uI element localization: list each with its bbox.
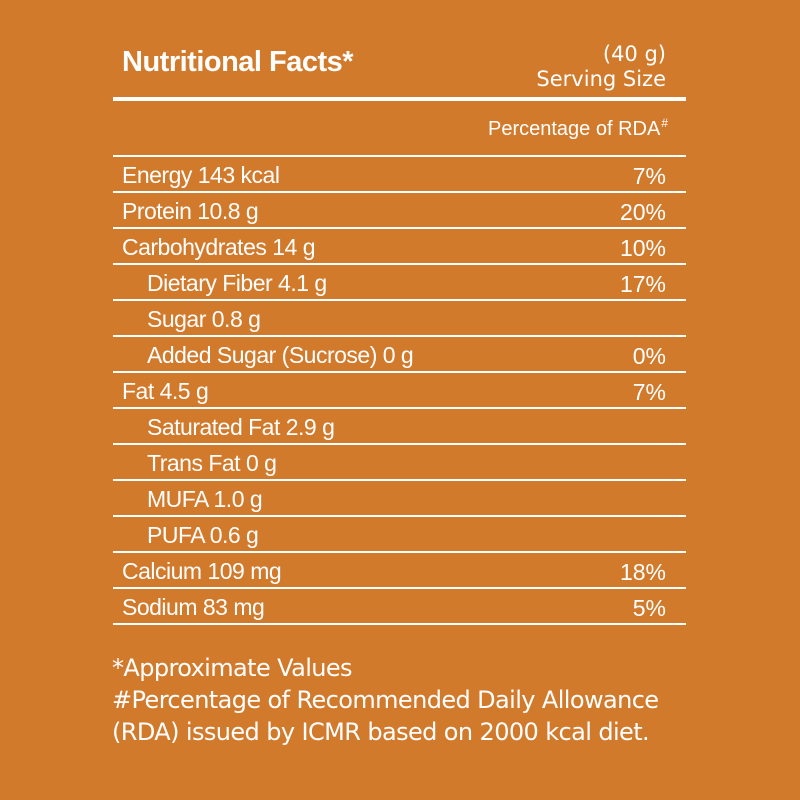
serving-amount: (40 g) xyxy=(602,42,666,66)
footnote-approximate: *Approximate Values xyxy=(112,654,353,682)
nutrient-label: Calcium 109 mg xyxy=(122,558,282,584)
nutrient-row: Sugar 0.8 g xyxy=(113,299,686,335)
nutrient-label: MUFA 1.0 g xyxy=(147,486,263,512)
nutrient-label: Sodium 83 mg xyxy=(122,594,265,620)
rda-column-header: Percentage of RDA# xyxy=(488,116,668,141)
rda-mark: # xyxy=(661,116,668,130)
nutrient-row: Fat 4.5 g 7% xyxy=(113,371,686,407)
nutrient-label: Saturated Fat 2.9 g xyxy=(147,414,335,440)
serving-size: (40 g) Serving Size xyxy=(536,42,666,92)
footnote-rda-line2: (RDA) issued by ICMR based on 2000 kcal … xyxy=(112,718,650,746)
nutrient-rda-percent: 5% xyxy=(632,595,666,621)
nutrient-label: Protein 10.8 g xyxy=(122,198,259,224)
nutrient-rda-percent: 20% xyxy=(619,199,666,225)
footnotes: *Approximate Values #Percentage of Recom… xyxy=(112,652,659,748)
nutrient-table: Energy 143 kcal 7% Protein 10.8 g 20% Carboh… xyxy=(113,155,686,625)
nutrient-row: MUFA 1.0 g xyxy=(113,479,686,515)
nutrient-row: Dietary Fiber 4.1 g 17% xyxy=(113,263,686,299)
nutrient-label: Trans Fat 0 g xyxy=(147,450,277,476)
rda-label: Percentage of RDA xyxy=(487,118,661,140)
nutrient-row: Protein 10.8 g 20% xyxy=(113,191,686,227)
serving-label: Serving Size xyxy=(536,67,666,91)
nutrient-label: PUFA 0.6 g xyxy=(147,522,259,548)
footnote-rda-line1: #Percentage of Recommended Daily Allowan… xyxy=(112,686,659,714)
nutrient-row: Saturated Fat 2.9 g xyxy=(113,407,686,443)
nutrient-row: Added Sugar (Sucrose) 0 g 0% xyxy=(113,335,686,371)
nutrient-row: Sodium 83 mg 5% xyxy=(113,587,686,625)
nutrient-rda-percent: 7% xyxy=(632,163,666,189)
nutrient-rda-percent: 18% xyxy=(619,559,666,585)
header-divider xyxy=(113,97,686,101)
nutrient-label: Sugar 0.8 g xyxy=(147,306,261,332)
nutrient-rda-percent: 0% xyxy=(632,343,666,369)
nutrient-label: Added Sugar (Sucrose) 0 g xyxy=(147,342,414,368)
nutrient-label: Fat 4.5 g xyxy=(122,378,209,404)
nutrient-label: Carbohydrates 14 g xyxy=(122,234,316,260)
nutrient-row: Calcium 109 mg 18% xyxy=(113,551,686,587)
nutrient-row: PUFA 0.6 g xyxy=(113,515,686,551)
nutrient-label: Dietary Fiber 4.1 g xyxy=(147,270,327,296)
nutrient-rda-percent: 10% xyxy=(619,235,666,261)
nutrient-rda-percent: 7% xyxy=(632,379,666,405)
nutrient-rda-percent: 17% xyxy=(619,271,666,297)
nutrient-row: Trans Fat 0 g xyxy=(113,443,686,479)
nutrition-title: Nutritional Facts* xyxy=(122,46,354,78)
nutrient-label: Energy 143 kcal xyxy=(122,162,280,188)
nutrient-row: Carbohydrates 14 g 10% xyxy=(113,227,686,263)
nutrient-row: Energy 143 kcal 7% xyxy=(113,155,686,191)
